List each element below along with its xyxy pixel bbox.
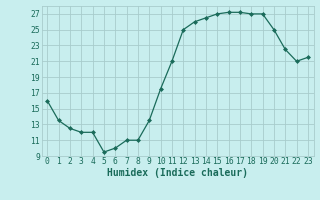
X-axis label: Humidex (Indice chaleur): Humidex (Indice chaleur)	[107, 168, 248, 178]
